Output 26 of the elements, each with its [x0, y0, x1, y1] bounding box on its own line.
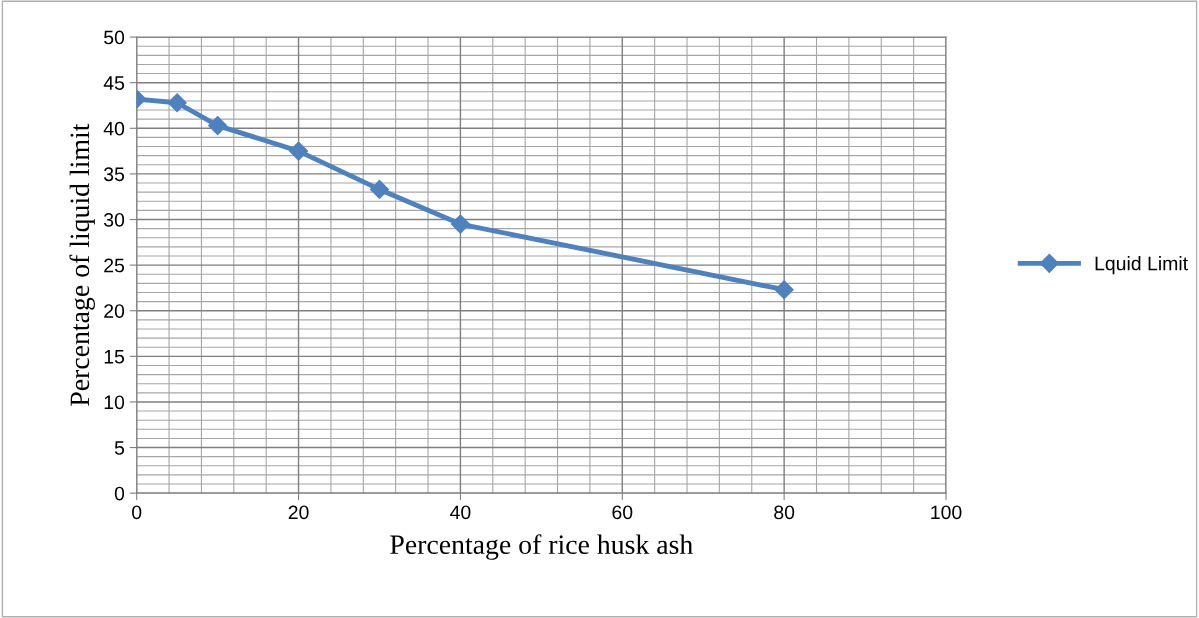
x-tick-label: 60: [612, 505, 633, 520]
y-tick-label: 10: [104, 395, 125, 410]
y-tick-label: 0: [114, 486, 125, 501]
y-tick-label: 35: [104, 167, 125, 182]
x-axis-title: Percentage of rice husk ash: [390, 534, 693, 560]
y-tick-label: 45: [103, 76, 125, 90]
y-tick-label: 30: [104, 212, 125, 227]
point: [450, 214, 470, 234]
x-tick-label: 80: [774, 505, 795, 520]
point: [774, 280, 794, 300]
x-tick-label: 40: [450, 505, 471, 520]
y-tick-label: 50: [104, 30, 125, 45]
point: [289, 141, 309, 161]
legend-label: Lquid Limit: [1095, 256, 1188, 275]
y-axis-title: Percentage of liquid limit: [69, 123, 95, 406]
y-tick-label: 40: [103, 121, 125, 136]
x-tick-label: 100: [931, 505, 962, 520]
y-tick-label: 25: [104, 258, 125, 273]
point: [208, 116, 228, 136]
y-tick-label: 20: [104, 304, 125, 318]
y-tick-label: 15: [104, 350, 125, 364]
x-tick-label: 0: [132, 505, 142, 520]
point: [167, 93, 187, 113]
y-tick-label: 5: [114, 441, 125, 455]
x-tick-label: 20: [288, 505, 309, 520]
point: [369, 179, 390, 199]
